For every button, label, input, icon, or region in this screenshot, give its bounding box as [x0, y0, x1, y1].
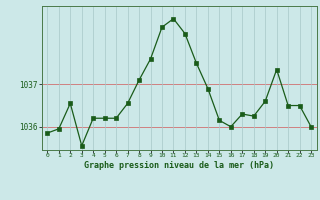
- X-axis label: Graphe pression niveau de la mer (hPa): Graphe pression niveau de la mer (hPa): [84, 161, 274, 170]
